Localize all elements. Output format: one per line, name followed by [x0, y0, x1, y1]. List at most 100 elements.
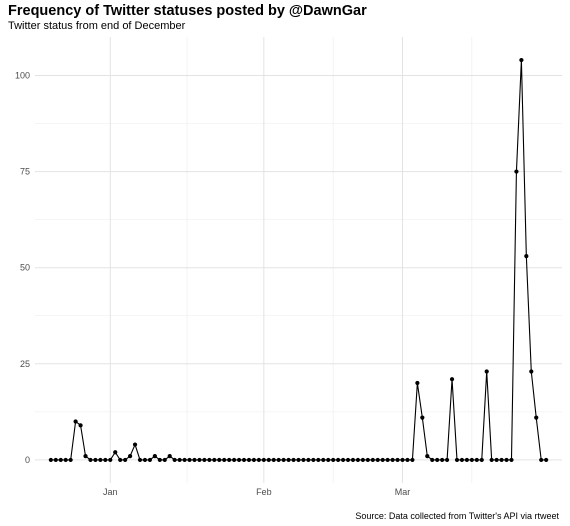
data-point [444, 457, 450, 463]
data-point [355, 457, 361, 463]
data-point [449, 377, 455, 382]
data-point [370, 457, 375, 463]
data-point [227, 457, 232, 463]
data-point [93, 457, 98, 463]
data-point [504, 457, 509, 463]
major-gridlines [35, 37, 562, 483]
data-point [113, 450, 118, 455]
data-point [365, 457, 370, 463]
data-point [232, 457, 237, 463]
data-point [266, 457, 271, 463]
data-point [544, 457, 549, 463]
data-point [410, 457, 415, 463]
data-point [321, 457, 326, 463]
chart-caption: Source: Data collected from Twitter's AP… [355, 511, 559, 521]
data-point [499, 457, 504, 463]
data-point [306, 457, 311, 463]
data-point [217, 457, 222, 463]
data-point [48, 457, 53, 463]
data-point [83, 453, 88, 459]
y-tick-label: 0 [25, 455, 30, 465]
data-point [177, 457, 182, 463]
data-point [53, 457, 58, 463]
data-point [202, 457, 207, 463]
data-point [197, 457, 202, 463]
data-point [167, 453, 172, 459]
data-point [385, 457, 390, 463]
chart-subtitle: Twitter status from end of December [8, 20, 186, 32]
data-point [222, 457, 227, 463]
data-point [459, 457, 465, 463]
data-point [256, 457, 261, 463]
x-axis-ticks: Jan Feb Mar [103, 487, 410, 497]
x-tick-label: Mar [395, 487, 411, 497]
data-point [311, 457, 316, 463]
data-point [132, 442, 138, 447]
data-point [494, 457, 499, 463]
data-point [192, 457, 197, 463]
data-point [430, 457, 435, 463]
y-tick-label: 50 [20, 263, 30, 273]
data-point [425, 453, 430, 459]
data-point [360, 457, 365, 463]
data-point [276, 457, 281, 463]
data-point [78, 423, 83, 428]
data-point [142, 457, 148, 463]
y-axis-ticks: 0 25 50 75 100 [15, 70, 30, 464]
data-point [118, 457, 123, 463]
data-point [440, 457, 445, 463]
data-point [187, 457, 192, 463]
data-point [400, 457, 405, 463]
data-point [246, 457, 252, 463]
data-point [123, 457, 128, 463]
data-point [241, 457, 247, 463]
data-point [212, 457, 217, 463]
data-point [157, 457, 162, 463]
data-point [326, 457, 331, 463]
data-point [137, 457, 143, 463]
data-point [261, 457, 266, 463]
data-point [68, 457, 73, 463]
data-point [484, 369, 489, 374]
data-point [271, 457, 276, 463]
data-point [207, 457, 212, 463]
data-point [182, 457, 187, 463]
data-point [539, 457, 544, 463]
data-point [336, 457, 341, 463]
data-point [375, 457, 380, 463]
data-point [108, 457, 113, 463]
data-point [286, 457, 291, 463]
data-point [395, 457, 400, 463]
data-point [301, 457, 306, 463]
data-point [405, 457, 410, 463]
chart-title: Frequency of Twitter statuses posted by … [8, 3, 367, 19]
data-point [380, 457, 385, 463]
data-point [58, 457, 63, 463]
data-point [420, 415, 425, 420]
data-point [63, 457, 68, 463]
data-point [534, 415, 539, 420]
y-tick-label: 75 [20, 167, 30, 177]
data-point [103, 457, 108, 463]
x-tick-label: Jan [103, 487, 118, 497]
data-point [454, 457, 460, 463]
data-point [345, 457, 351, 463]
data-point [281, 457, 286, 463]
y-tick-label: 100 [15, 70, 30, 80]
data-point [296, 457, 301, 463]
data-point [340, 457, 346, 463]
data-point [88, 457, 93, 463]
data-point [519, 57, 524, 63]
data-point [435, 457, 440, 463]
y-tick-label: 25 [20, 359, 30, 369]
x-tick-label: Feb [256, 487, 272, 497]
minor-gridlines [35, 37, 562, 483]
data-point [128, 453, 133, 459]
data-point [147, 457, 153, 463]
data-point [479, 457, 484, 463]
data-point [514, 169, 519, 174]
data-point [415, 380, 420, 386]
data-point [464, 457, 469, 463]
data-point [152, 453, 157, 459]
